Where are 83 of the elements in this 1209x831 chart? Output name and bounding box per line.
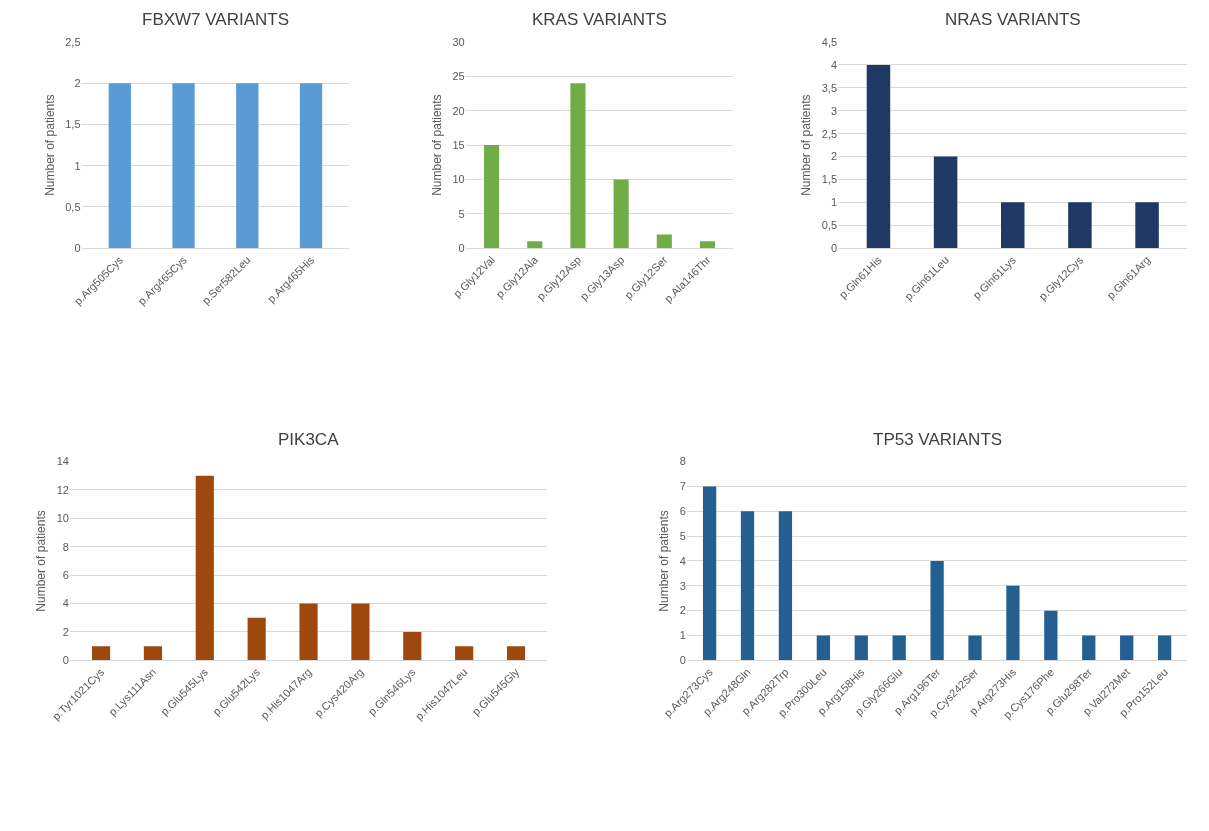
chart-title: KRAS VARIANTS [532,10,667,29]
y-tick-label: 0 [679,654,686,667]
bar [403,631,422,661]
y-tick-label: 5 [458,207,465,220]
bar [91,646,111,661]
y-tick-label: 10 [56,512,69,525]
bar [570,83,586,249]
bar [1068,202,1092,249]
bar [1001,202,1025,249]
y-tick-label: 2,5 [65,35,81,48]
y-tick-label: 5 [679,529,686,542]
y-tick-label: 15 [452,138,465,151]
bar [656,234,672,249]
y-tick-label: 2,5 [821,127,838,140]
chart-title: FBXW7 VARIANTS [142,10,290,29]
y-tick-label: 20 [452,104,465,117]
bar [613,179,629,249]
y-tick-label: 4 [831,58,838,71]
y-tick-label: 12 [56,483,69,496]
y-axis-title: Number of patients [657,510,672,612]
bar [933,156,958,249]
bar [143,646,162,661]
y-tick-label: 7 [679,480,686,493]
chart-title: NRAS VARIANTS [945,10,1081,29]
bar [702,486,717,661]
y-tick-label: 6 [62,569,69,581]
y-tick-label: 3,5 [821,81,838,94]
bar [299,603,318,661]
y-tick-label: 8 [679,455,686,468]
bar [1135,202,1159,249]
y-tick-label: 6 [679,505,686,518]
bar [455,646,474,661]
y-tick-label: 2 [74,77,81,90]
bar [854,635,868,661]
bar [484,145,500,249]
y-tick-label: 2 [679,604,686,617]
y-tick-label: 3 [831,104,838,117]
y-tick-label: 4,5 [821,35,838,48]
bar [778,511,793,661]
y-tick-label: 1,5 [65,118,81,131]
bar [527,241,543,249]
y-tick-label: 0 [458,242,465,255]
bar [1044,610,1058,661]
y-axis-title: Number of patients [799,94,814,196]
y-axis-title: Number of patients [33,510,48,612]
bar [816,635,830,661]
y-tick-label: 0,5 [65,200,81,213]
bar [968,635,982,661]
bar [1006,585,1020,661]
y-tick-label: 1 [679,629,686,642]
bar [740,511,755,661]
chart-title: TP53 VARIANTS [873,430,1003,449]
y-tick-label: 25 [452,70,465,83]
bar [930,560,944,661]
y-tick-label: 3 [679,579,686,592]
y-axis-title: Number of patients [42,94,57,196]
bar [699,241,716,249]
bar [892,635,906,661]
bar [1082,635,1096,661]
y-tick-label: 8 [62,540,69,553]
bar [1157,635,1172,661]
y-tick-label: 14 [56,455,69,468]
y-tick-label: 0 [74,242,81,255]
y-axis-title: Number of patients [429,94,444,196]
chart-title: PIK3CA [278,430,340,449]
y-tick-label: 0 [831,242,838,255]
y-tick-label: 1 [74,159,81,172]
bar [247,617,266,661]
bar [866,64,891,249]
y-tick-label: 30 [452,35,465,48]
y-tick-label: 1,5 [821,173,838,186]
bar [506,646,526,661]
y-tick-label: 10 [452,173,465,186]
y-tick-label: 2 [831,150,838,163]
y-tick-label: 1 [831,196,838,209]
y-tick-label: 2 [62,625,69,638]
y-tick-label: 4 [62,597,69,610]
y-tick-label: 0,5 [821,219,838,232]
bar [195,475,214,661]
bar [1120,635,1134,661]
y-tick-label: 4 [679,554,686,567]
bar [351,603,370,661]
y-tick-label: 0 [62,654,69,667]
